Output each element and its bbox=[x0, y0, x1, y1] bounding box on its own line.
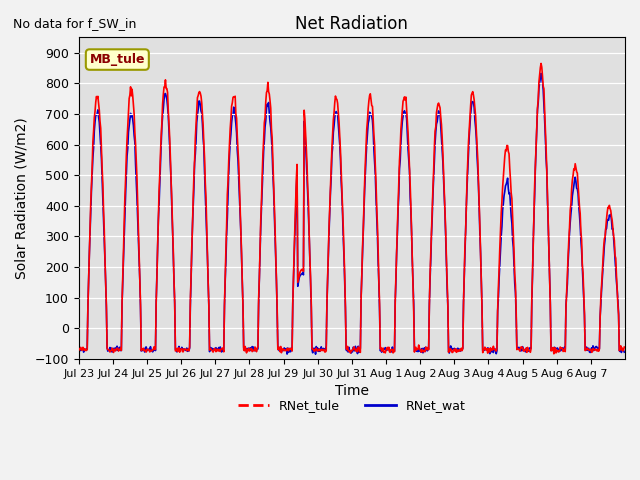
Text: No data for f_SW_in: No data for f_SW_in bbox=[13, 17, 136, 30]
Title: Net Radiation: Net Radiation bbox=[296, 15, 408, 33]
Text: MB_tule: MB_tule bbox=[90, 53, 145, 66]
Y-axis label: Solar Radiation (W/m2): Solar Radiation (W/m2) bbox=[15, 117, 29, 279]
Legend: RNet_tule, RNet_wat: RNet_tule, RNet_wat bbox=[232, 394, 471, 417]
X-axis label: Time: Time bbox=[335, 384, 369, 398]
